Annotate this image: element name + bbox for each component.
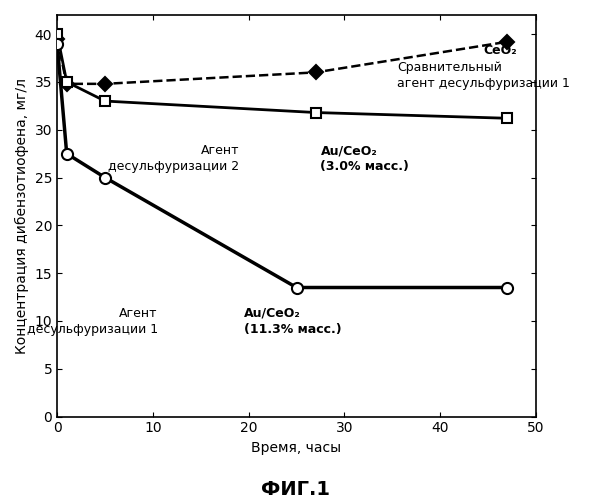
Text: Агент
десульфуризации 2: Агент десульфуризации 2 bbox=[108, 144, 239, 173]
Text: Сравнительный
агент десульфуризации 1: Сравнительный агент десульфуризации 1 bbox=[397, 61, 570, 90]
X-axis label: Время, часы: Время, часы bbox=[252, 441, 342, 455]
Text: Агент
десульфуризации 1: Агент десульфуризации 1 bbox=[27, 306, 158, 336]
Text: Au/CeO₂
(3.0% масс.): Au/CeO₂ (3.0% масс.) bbox=[320, 144, 410, 173]
Text: CeO₂: CeO₂ bbox=[483, 44, 517, 57]
Text: ФИГ.1: ФИГ.1 bbox=[261, 480, 330, 499]
Y-axis label: Концентрация дибензотиофена, мг/л: Концентрация дибензотиофена, мг/л bbox=[15, 78, 29, 354]
Text: Au/CeO₂
(11.3% масс.): Au/CeO₂ (11.3% масс.) bbox=[244, 306, 342, 336]
